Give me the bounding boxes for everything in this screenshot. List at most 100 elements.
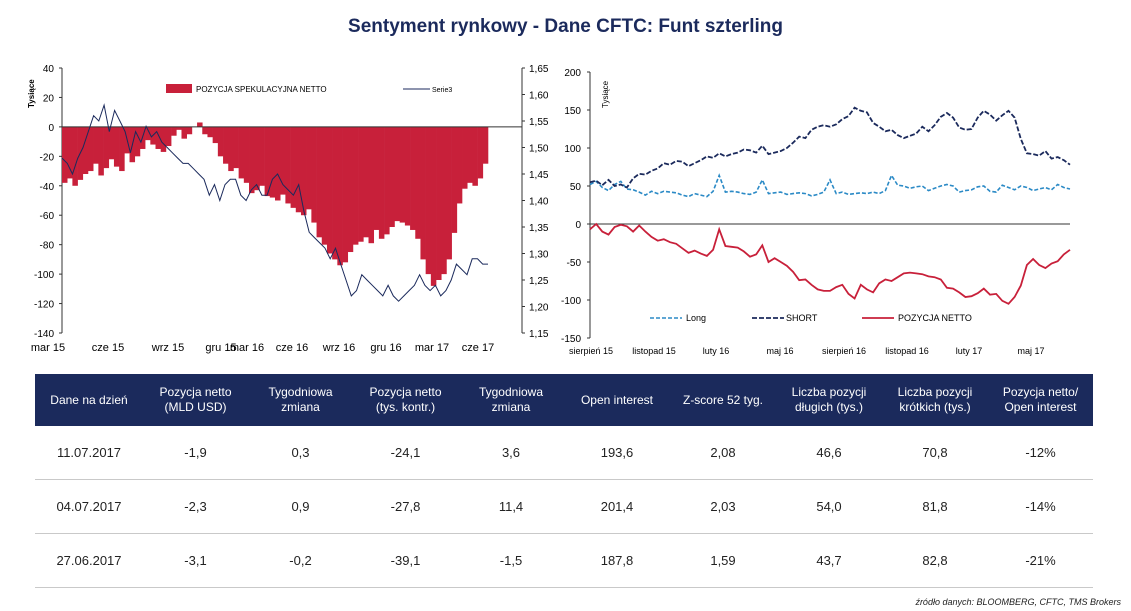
- y2-tick-label: 1,45: [529, 170, 549, 181]
- net-position-bar: [212, 126, 219, 144]
- net-position-bar: [467, 126, 473, 183]
- serie3-line: [61, 103, 488, 302]
- y-tick-label: 200: [564, 68, 581, 79]
- net-position-bar: [217, 126, 224, 157]
- net-position-bar: [472, 126, 478, 186]
- net-position-bar: [181, 126, 187, 139]
- y2-tick-label: 1,60: [529, 91, 549, 102]
- net-position-bar: [113, 126, 120, 167]
- net-position-bar: [425, 126, 432, 275]
- x-tick-label: mar 15: [31, 342, 65, 354]
- net-position-bar: [368, 126, 375, 244]
- net-position-bar: [352, 126, 359, 245]
- net-position-bar: [197, 122, 203, 127]
- net-position-bar: [249, 126, 255, 194]
- table-row: 04.07.2017 -2,3 0,9 -27,8 11,4 201,4 2,03 54,0 8…: [35, 479, 1093, 534]
- y-tick-label: -60: [40, 211, 55, 222]
- table-cell: 193,6: [564, 426, 670, 480]
- y-tick-label: 50: [570, 182, 582, 193]
- net-position-bar: [275, 126, 281, 201]
- net-position-bar: [238, 126, 245, 179]
- net-position-bar: [295, 126, 302, 213]
- net-position-bar: [477, 126, 484, 179]
- legend-label-net-position-line: POZYCJA NETTO: [898, 313, 972, 323]
- y2-tick-label: 1,40: [529, 197, 549, 208]
- table-header-cell: Z-score 52 tyg.: [670, 374, 776, 426]
- net-position-bar: [269, 126, 276, 198]
- table-cell: 3,6: [458, 426, 564, 480]
- net-position-bar: [155, 126, 162, 149]
- net-position-bar: [363, 126, 369, 238]
- table-cell: 04.07.2017: [35, 479, 143, 534]
- y-tick-label: -140: [34, 329, 54, 340]
- short-line: [589, 106, 1071, 189]
- net-position-bar: [306, 126, 312, 210]
- legend-bar-label: POZYCJA SPEKULACYJNA NETTO: [196, 85, 327, 94]
- y-tick-label: 20: [43, 93, 55, 104]
- table-header-cell: Open interest: [564, 374, 670, 426]
- net-position-bar: [342, 126, 349, 263]
- y-tick-label: -80: [40, 241, 55, 252]
- table-cell: -2,3: [143, 479, 248, 534]
- y-tick-label: -150: [561, 334, 581, 345]
- x-tick-label: luty 16: [703, 346, 730, 356]
- x-tick-label: listopad 15: [632, 346, 676, 356]
- net-position-bar: [103, 126, 110, 169]
- table-row: 11.07.2017 -1,9 0,3 -24,1 3,6 193,6 2,08 46,6 70…: [35, 426, 1093, 480]
- table-cell: 201,4: [564, 479, 670, 534]
- y2-tick-label: 1,25: [529, 276, 549, 287]
- table-cell: 82,8: [882, 533, 988, 588]
- net-position-bar: [134, 126, 141, 157]
- y2-tick-label: 1,20: [529, 303, 549, 314]
- net-position-bar: [316, 126, 323, 238]
- table-body: 11.07.2017 -1,9 0,3 -24,1 3,6 193,6 2,08 46,6 70…: [35, 426, 1093, 588]
- table-cell: -0,2: [248, 533, 353, 588]
- y-tick-label: 150: [564, 106, 581, 117]
- net-position-bar: [482, 126, 489, 164]
- source-note: źródło danych: BLOOMBERG, CFTC, TMS Brok…: [915, 597, 1121, 607]
- net-position-bar: [410, 126, 416, 230]
- x-tick-label: listopad 16: [885, 346, 929, 356]
- net-position-bar: [326, 126, 333, 254]
- net-position-bar: [160, 126, 167, 152]
- table-cell: -39,1: [353, 533, 458, 588]
- x-tick-label: mar 17: [415, 342, 449, 354]
- table-cell: 81,8: [882, 479, 988, 534]
- table-cell: 27.06.2017: [35, 533, 143, 588]
- y2-tick-label: 1,35: [529, 223, 549, 234]
- y-tick-label: 0: [575, 220, 581, 231]
- net-position-bar: [280, 126, 286, 195]
- net-position-bar: [300, 126, 307, 216]
- table-cell: 187,8: [564, 533, 670, 588]
- y2-tick-label: 1,15: [529, 329, 549, 340]
- x-tick-label: maj 17: [1017, 346, 1044, 356]
- table-cell: 46,6: [776, 426, 882, 480]
- x-tick-label: cze 15: [92, 342, 124, 354]
- right-chart: 200 150 100 50 0 -50 -100 -150 Tysiące sierpień 1…: [561, 68, 1071, 356]
- cftc-table: Dane na dzień Pozycja netto (MLD USD) Tygo…: [35, 374, 1093, 588]
- net-position-bar: [259, 126, 265, 186]
- x-tick-label: sierpień 16: [822, 346, 866, 356]
- net-position-bar: [82, 126, 89, 174]
- net-position-bar: [378, 126, 385, 239]
- net-position-bar: [337, 126, 343, 266]
- table-cell: 0,9: [248, 479, 353, 534]
- y-tick-label: -20: [40, 152, 55, 163]
- x-tick-label: maj 16: [766, 346, 793, 356]
- y-axis-label: Tysiące: [601, 80, 610, 108]
- net-position-bar: [358, 126, 364, 242]
- net-position-bar: [389, 126, 395, 227]
- table-cell: 11,4: [458, 479, 564, 534]
- y2-tick-label: 1,30: [529, 250, 549, 261]
- x-tick-label: gru 16: [370, 342, 401, 354]
- net-position-bar: [285, 126, 291, 204]
- net-position-bar: [72, 126, 78, 186]
- long-line: [589, 173, 1071, 198]
- net-position-bar: [176, 126, 182, 130]
- table-header-cell: Liczba pozycji krótkich (tys.): [882, 374, 988, 426]
- y-tick-label: -120: [34, 300, 54, 311]
- net-position-bar: [347, 126, 354, 253]
- y-tick-label: -50: [567, 258, 582, 269]
- y-tick-label: -40: [40, 182, 55, 193]
- table-header-cell: Pozycja netto (MLD USD): [143, 374, 248, 426]
